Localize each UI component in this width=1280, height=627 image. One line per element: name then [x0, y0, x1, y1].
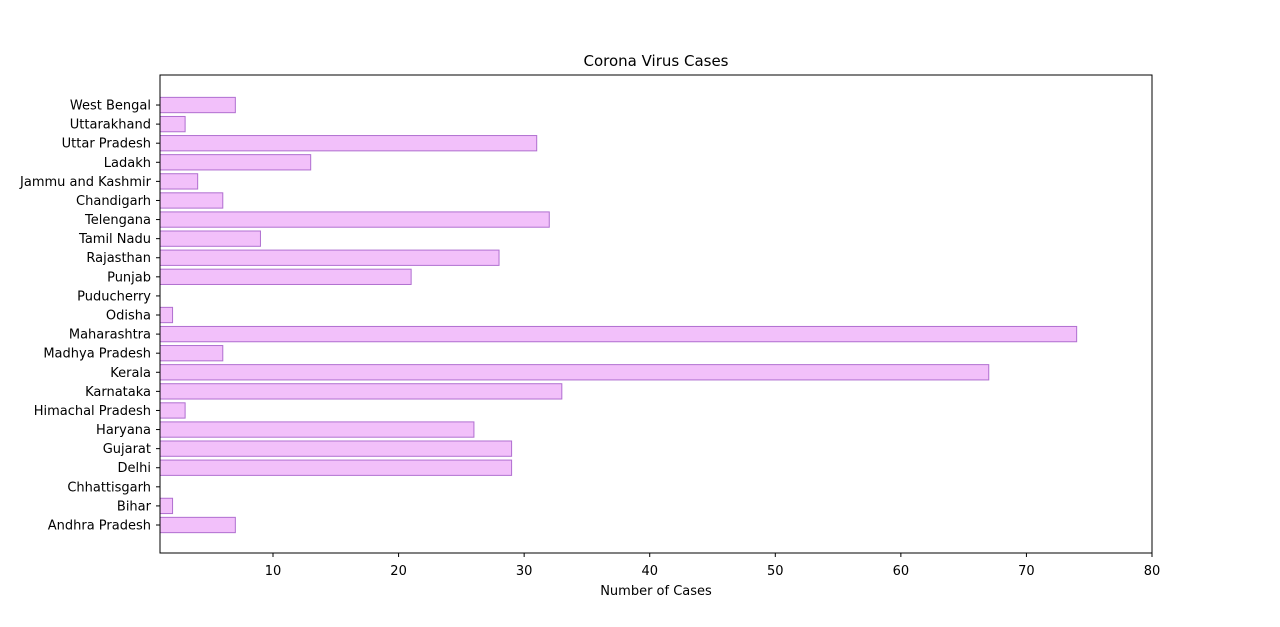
bar-rajasthan — [159, 249, 500, 266]
bar-odisha — [159, 306, 174, 324]
y-tick-label: Haryana — [96, 423, 151, 438]
x-tick-label: 40 — [641, 564, 658, 579]
y-tick-label: Karnataka — [85, 385, 151, 400]
x-axis-label: Number of Cases — [600, 584, 712, 599]
x-tick-label: 50 — [767, 564, 784, 579]
x-tick-label: 20 — [390, 564, 407, 579]
y-tick-label: Odisha — [106, 309, 151, 324]
y-tick-label: Madhya Pradesh — [43, 347, 151, 362]
x-tick-label: 10 — [265, 564, 282, 579]
bar-tamil-nadu — [159, 230, 261, 247]
bar-uttar-pradesh — [159, 135, 538, 152]
bar-telengana — [159, 211, 550, 228]
bar-madhya-pradesh — [159, 345, 224, 362]
bar-jammu-and-kashmir — [159, 173, 199, 190]
y-tick-label: Himachal Pradesh — [34, 404, 151, 419]
y-tick-label: Uttarakhand — [70, 118, 151, 133]
y-tick-label: Gujarat — [103, 442, 151, 457]
y-tick-label: West Bengal — [70, 99, 151, 114]
y-tick-label: Telengana — [84, 213, 151, 228]
y-tick-label: Jammu and Kashmir — [19, 175, 152, 190]
y-tick-label: Tamil Nadu — [78, 232, 151, 247]
chart-title: Corona Virus Cases — [583, 52, 728, 70]
x-tick-label: 60 — [893, 564, 910, 579]
bar-delhi — [159, 459, 513, 476]
bar-maharashtra — [159, 325, 1078, 343]
y-tick-label: Uttar Pradesh — [62, 137, 151, 152]
y-tick-label: Puducherry — [77, 289, 151, 304]
bar-uttarakhand — [159, 115, 186, 133]
x-tick-label: 30 — [516, 564, 533, 579]
bar-andhra-pradesh — [159, 516, 236, 534]
bar-chandigarh — [159, 192, 224, 209]
y-tick-label: Ladakh — [104, 156, 151, 171]
bar-haryana — [159, 421, 475, 438]
y-tick-label: Punjab — [107, 270, 151, 285]
y-tick-label: Maharashtra — [69, 328, 151, 343]
y-tick-label: Rajasthan — [86, 251, 151, 266]
bar-gujarat — [159, 440, 513, 457]
y-tick-label: Delhi — [118, 461, 151, 476]
y-tick-label: Chandigarh — [76, 194, 151, 209]
x-tick-label: 70 — [1018, 564, 1035, 579]
bar-himachal-pradesh — [159, 402, 186, 419]
y-tick-label: Andhra Pradesh — [48, 519, 151, 534]
y-tick-label: Chhattisgarh — [67, 480, 151, 495]
bar-ladakh — [159, 154, 312, 171]
bar-punjab — [159, 268, 412, 285]
y-tick-label: Kerala — [110, 366, 151, 381]
bar-bihar — [159, 497, 174, 515]
bar-west-bengal — [159, 96, 236, 114]
y-tick-label: Bihar — [117, 499, 152, 514]
bar-kerala — [159, 364, 990, 381]
x-tick-label: 80 — [1144, 564, 1161, 579]
bar-karnataka — [159, 383, 563, 400]
plot-frame — [159, 74, 1153, 554]
